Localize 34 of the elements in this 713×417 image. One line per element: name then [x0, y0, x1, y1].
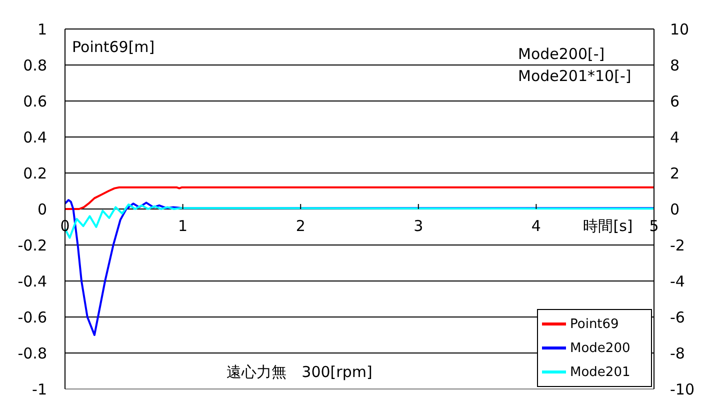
legend-label: Mode200 [570, 341, 630, 356]
y-tick-label: -0.2 [18, 236, 47, 254]
y2-tick-label: 8 [670, 56, 680, 74]
y2-tick-label: 2 [670, 164, 680, 182]
y-tick-label: 1 [37, 20, 47, 38]
y2-tick-label: 4 [670, 128, 680, 146]
y-tick-label: -1 [32, 380, 47, 398]
x-tick-label: 4 [531, 217, 541, 235]
y2-tick-label: -4 [670, 272, 685, 290]
y-tick-label: 0.4 [23, 128, 47, 146]
legend-label: Mode201 [570, 365, 630, 380]
y2-tick-label: -8 [670, 344, 685, 362]
y-tick-label: 0 [37, 200, 47, 218]
y2-tick-label: 10 [670, 20, 690, 38]
y-tick-label: 0.8 [23, 56, 47, 74]
x-tick-label: 3 [414, 217, 424, 235]
y2-tick-label: 6 [670, 92, 680, 110]
y-tick-label: -0.4 [18, 272, 47, 290]
x-tick-label: 2 [296, 217, 306, 235]
annotation: 遠心力無 300[rpm] [226, 363, 372, 381]
y2-tick-label: -2 [670, 236, 685, 254]
y2-tick-label: 0 [670, 200, 680, 218]
y2-tick-label: -6 [670, 308, 685, 326]
y-tick-label: 0.6 [23, 92, 47, 110]
y-axis-title: Point69[m] [72, 38, 155, 56]
y-tick-label: 0.2 [23, 164, 47, 182]
x-axis-title: 時間[s] [583, 217, 633, 235]
y2-tick-label: -10 [670, 380, 694, 398]
y-tick-label: -0.8 [18, 344, 47, 362]
legend-label: Point69 [570, 317, 619, 332]
x-tick-label: 1 [178, 217, 188, 235]
line-series [65, 186, 654, 210]
y2-axis-title: Mode200[-] Mode201*10[-] [518, 45, 632, 85]
y-tick-label: -0.6 [18, 308, 47, 326]
